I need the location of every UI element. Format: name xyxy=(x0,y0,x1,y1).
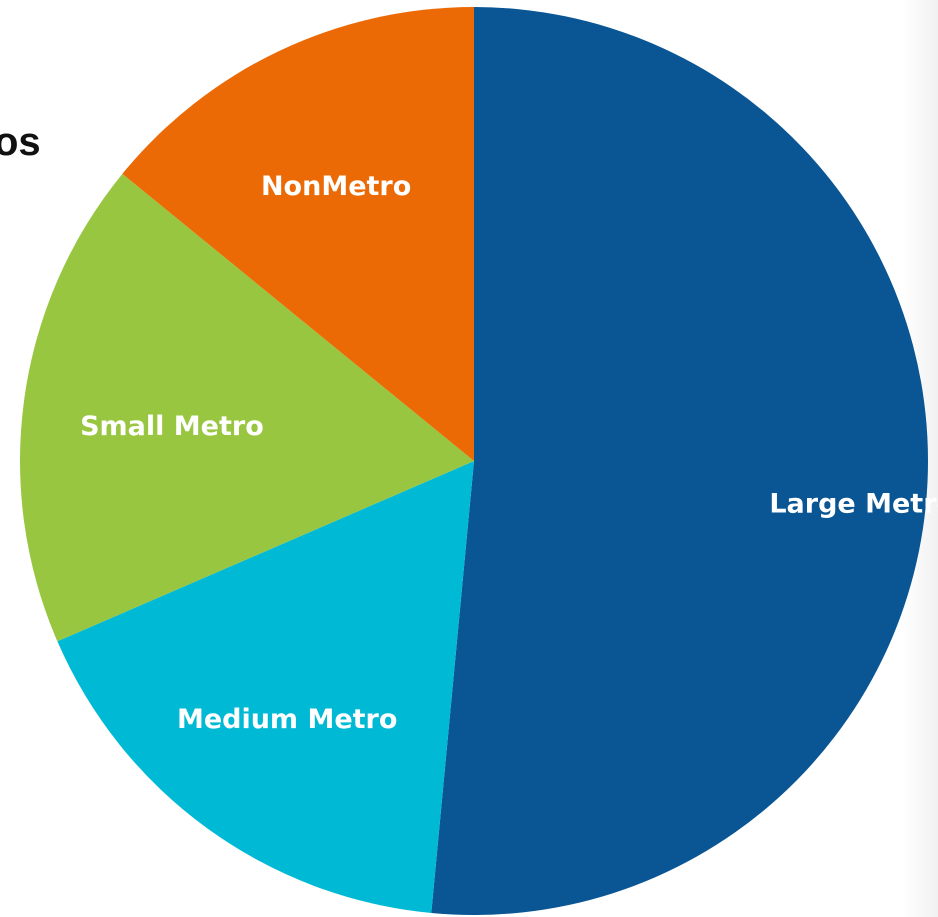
pie-label-small-metro: Small Metro xyxy=(80,411,264,442)
pie-labels: Large Metro Medium Metro Small Metro NonMet… xyxy=(80,171,938,735)
chart-title-fragment: os xyxy=(0,120,41,164)
pie-label-medium-metro: Medium Metro xyxy=(177,704,397,735)
pie-label-large-metro: Large Metro xyxy=(769,489,938,520)
pie-slice-large-metro xyxy=(431,7,929,916)
pie-slice-medium-metro xyxy=(57,461,474,913)
pie-slice-nonmetro xyxy=(122,7,474,461)
pie-slices xyxy=(19,7,929,916)
pie-label-nonmetro: NonMetro xyxy=(261,171,411,202)
pie-slice-small-metro xyxy=(19,173,474,642)
